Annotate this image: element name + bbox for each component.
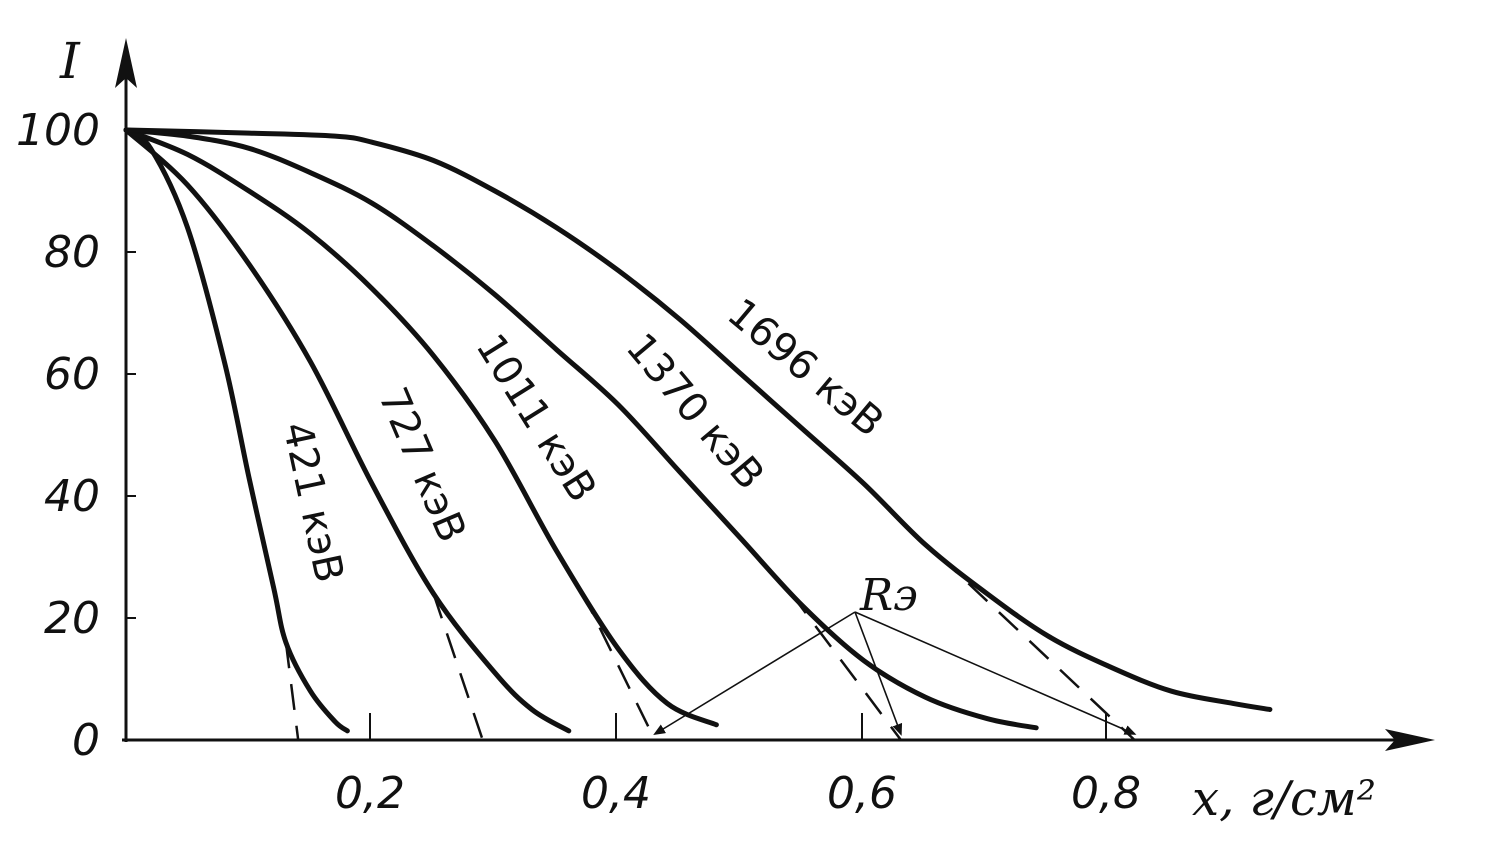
y-tick-label: 60 <box>44 349 100 400</box>
extrapolation-line-1370 <box>789 591 902 741</box>
range-annotation-arrow <box>854 611 1137 735</box>
extrapolation-line-421 <box>284 642 300 741</box>
x-tick-label: 0,6 <box>827 768 897 819</box>
series-line-1696 <box>123 127 1273 712</box>
series-line-1370 <box>123 127 1039 731</box>
series-line-421 <box>123 127 350 734</box>
x-tick-label: 0,8 <box>1071 768 1141 819</box>
series-label-1011: 1011 кэВ <box>467 326 606 510</box>
x-axis-arrow-icon <box>1385 729 1435 751</box>
series-label-421: 421 кэВ <box>273 418 352 587</box>
range-annotation-arrow <box>653 611 856 736</box>
y-tick-label: 20 <box>44 593 100 644</box>
series-line-1011 <box>123 127 719 728</box>
y-tick-label: 100 <box>16 105 100 156</box>
y-tick-label: 80 <box>44 227 100 278</box>
series-label-1696: 1696 кэВ <box>719 290 893 446</box>
x-axis-label: x, г/см² <box>1192 771 1376 827</box>
extrapolation-line-727 <box>432 593 484 741</box>
x-tick-label: 0,4 <box>581 768 651 819</box>
extrapolation-line-1011 <box>579 589 657 741</box>
y-axis-arrow-icon <box>115 38 137 88</box>
series-label-727: 727 кэВ <box>369 381 475 549</box>
x-tick-label: 0,2 <box>335 768 405 819</box>
y-tick-label: 0 <box>72 715 100 766</box>
y-axis-label: I <box>59 32 81 90</box>
range-annotation-label: Rэ <box>859 570 918 621</box>
range-annotation-arrow <box>854 611 903 736</box>
extrapolation-line-1696 <box>936 553 1136 741</box>
series-line-727 <box>123 127 572 734</box>
y-tick-label: 40 <box>44 471 100 522</box>
